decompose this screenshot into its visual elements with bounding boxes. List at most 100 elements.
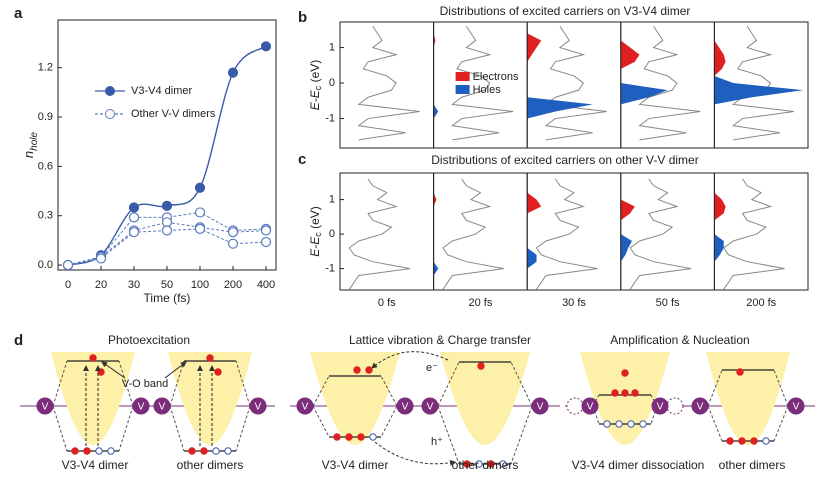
dos-line (544, 25, 607, 141)
y-tick-label: 1 (329, 41, 335, 53)
carrier (487, 460, 495, 468)
band-label: V-O band (122, 378, 168, 390)
dos-line (638, 25, 701, 141)
bond (52, 405, 68, 452)
y-tick-label: 0 (329, 228, 335, 240)
y-axis-label-part: c (313, 85, 323, 90)
holes-area (433, 178, 439, 290)
v-o-band (580, 352, 670, 445)
atom (666, 397, 684, 415)
bond (773, 405, 789, 442)
dos-line (629, 178, 692, 290)
transfer-arrow (371, 351, 449, 369)
atom (566, 397, 584, 415)
column-frame (620, 172, 715, 291)
y-axis-label-sub: hole (29, 131, 40, 150)
atom (396, 397, 414, 415)
holes-area (433, 26, 439, 140)
carrier (107, 447, 115, 455)
atom (787, 397, 805, 415)
data-point (260, 225, 272, 236)
atom-label: V (793, 402, 800, 413)
column-frame (526, 21, 622, 149)
dos-line (442, 178, 504, 290)
column-frame (713, 172, 809, 291)
data-point (227, 238, 239, 249)
panel-letter: b (298, 9, 307, 26)
column-label: 30 fs (562, 297, 586, 309)
carrier (611, 389, 619, 397)
carrier (738, 437, 746, 445)
atom (132, 397, 150, 415)
data-point (227, 67, 239, 78)
y-tick-label: 0.3 (38, 210, 53, 222)
carrier (345, 433, 353, 441)
pointer (164, 361, 187, 379)
data-point (194, 182, 206, 193)
v-o-band (706, 352, 790, 445)
y-axis-label-part: (eV) (308, 60, 322, 86)
atom-label: V (657, 402, 664, 413)
y-tick-label: -1 (325, 112, 335, 124)
column-label: 200 fs (746, 297, 776, 309)
carrier (200, 447, 208, 455)
dos-line (357, 25, 420, 141)
holes-area (714, 26, 804, 140)
carrier (475, 460, 483, 468)
y-tick-label: 1 (329, 193, 335, 205)
v-o-band (440, 352, 530, 445)
legend-label: Electrons (473, 71, 519, 83)
bond (510, 361, 533, 407)
dos-line (451, 25, 514, 141)
carrier (726, 437, 734, 445)
carrier (214, 368, 222, 376)
data-point (260, 41, 272, 52)
column-label: 50 fs (656, 297, 680, 309)
electrons-area (714, 26, 726, 140)
atom (153, 397, 171, 415)
carrier (463, 460, 471, 468)
legend-label: Holes (473, 84, 502, 96)
dos-line (348, 178, 411, 290)
y-tick-label: 0.0 (38, 259, 53, 271)
bond (707, 405, 723, 442)
carrier (97, 368, 105, 376)
atom (296, 397, 314, 415)
y-axis-label-part: c (313, 232, 323, 237)
dos-line (723, 178, 785, 290)
column-frame (620, 21, 715, 149)
atom-label: V (159, 402, 166, 413)
column-frame (526, 172, 622, 291)
data-point (128, 227, 140, 238)
atom-label: V (587, 402, 594, 413)
atom (249, 397, 267, 415)
y-axis-label-main: n (21, 151, 36, 158)
atom-label: V (427, 402, 434, 413)
atom (651, 397, 669, 415)
carrier (83, 447, 91, 455)
carrier (188, 447, 196, 455)
y-axis-label-part: (eV) (308, 206, 322, 232)
carrier (365, 366, 373, 374)
y-tick-label: 0.6 (38, 160, 53, 172)
electrons-area (433, 178, 437, 290)
carrier (477, 362, 485, 370)
y-axis-label: nhole (21, 131, 39, 158)
data-point (128, 202, 140, 213)
holes-area (620, 178, 633, 290)
dos-line (731, 25, 795, 141)
bond (592, 405, 600, 425)
x-tick-label: 20 (95, 279, 107, 291)
data-point (128, 212, 140, 223)
bond (773, 369, 789, 407)
atom-label: V (138, 402, 145, 413)
legend-marker (105, 86, 115, 96)
panel-letter: d (14, 332, 23, 349)
x-tick-label: 0 (65, 279, 71, 291)
data-point (62, 259, 74, 271)
bond (235, 405, 251, 452)
hole-label: h⁺ (431, 436, 443, 448)
atom-label: V (402, 402, 409, 413)
pointer (101, 361, 126, 379)
y-axis-label: E-Ec (eV) (308, 60, 323, 111)
